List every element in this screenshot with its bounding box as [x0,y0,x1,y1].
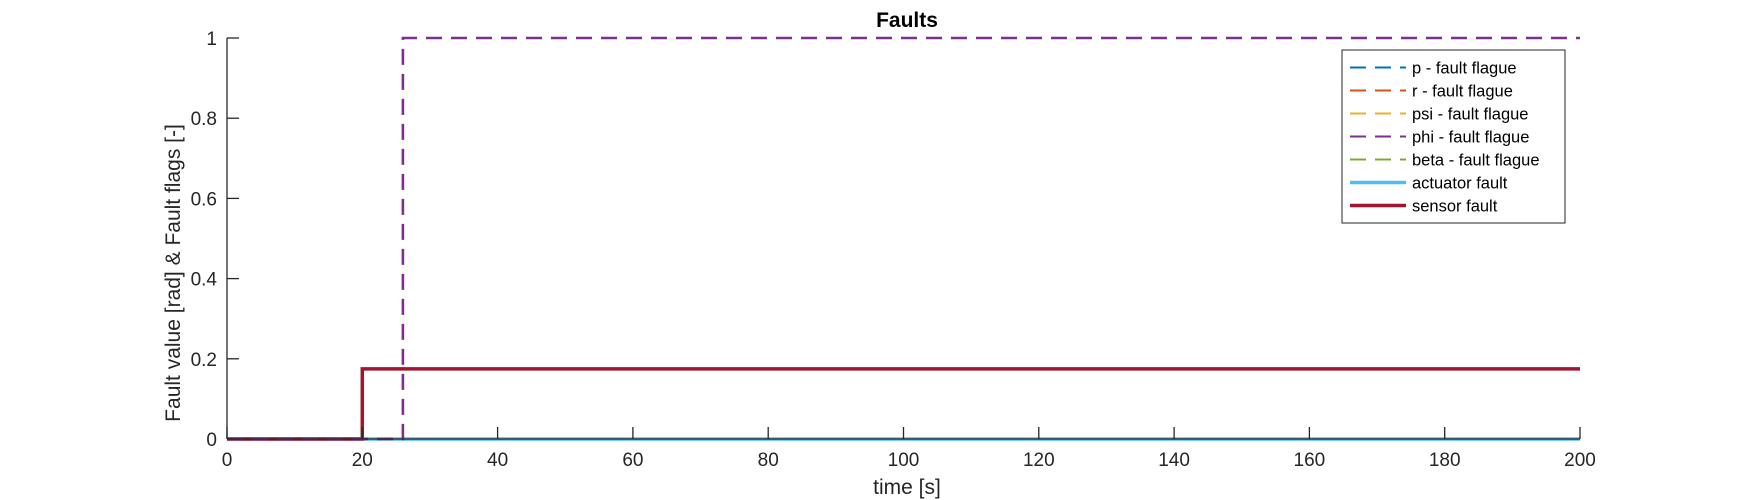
y-axis-label: Fault value [rad] & Fault flags [-] [162,124,185,422]
y-tick-label: 0.6 [191,189,217,210]
legend-entry: p - fault flague [1412,60,1517,78]
y-tick-label: 0.8 [191,109,217,130]
legend-entry: actuator fault [1412,175,1508,193]
x-tick-label: 180 [1429,450,1461,471]
legend-entry: beta - fault flague [1412,152,1540,170]
y-tick-label: 0.2 [191,350,217,371]
x-tick-label: 20 [352,450,373,471]
x-tick-label: 40 [487,450,508,471]
chart-title: Faults [876,9,938,32]
x-tick-label: 160 [1294,450,1326,471]
x-tick-label: 0 [222,450,233,471]
x-tick-label: 60 [622,450,643,471]
x-tick-label: 140 [1158,450,1190,471]
legend-entry: r - fault flague [1412,83,1513,101]
legend: p - fault flague r - fault flague psi - fa… [1341,49,1566,224]
legend-entry: phi - fault flague [1412,129,1529,147]
y-tick-label: 1 [206,29,217,50]
x-tick-label: 80 [758,450,779,471]
y-tick-label: 0 [206,430,217,451]
y-tick-label: 0.4 [191,270,218,291]
legend-entry: sensor fault [1412,198,1498,216]
x-axis-label: time [s] [873,476,941,499]
legend-entry: psi - fault flague [1412,106,1528,124]
axes: 0 20 40 60 80 100 120 140 160 180 200 0 0.2 0.4 0.6 0.8… [191,29,1596,471]
x-tick-label: 100 [888,450,920,471]
x-tick-label: 120 [1023,450,1055,471]
x-tick-label: 200 [1564,450,1596,471]
